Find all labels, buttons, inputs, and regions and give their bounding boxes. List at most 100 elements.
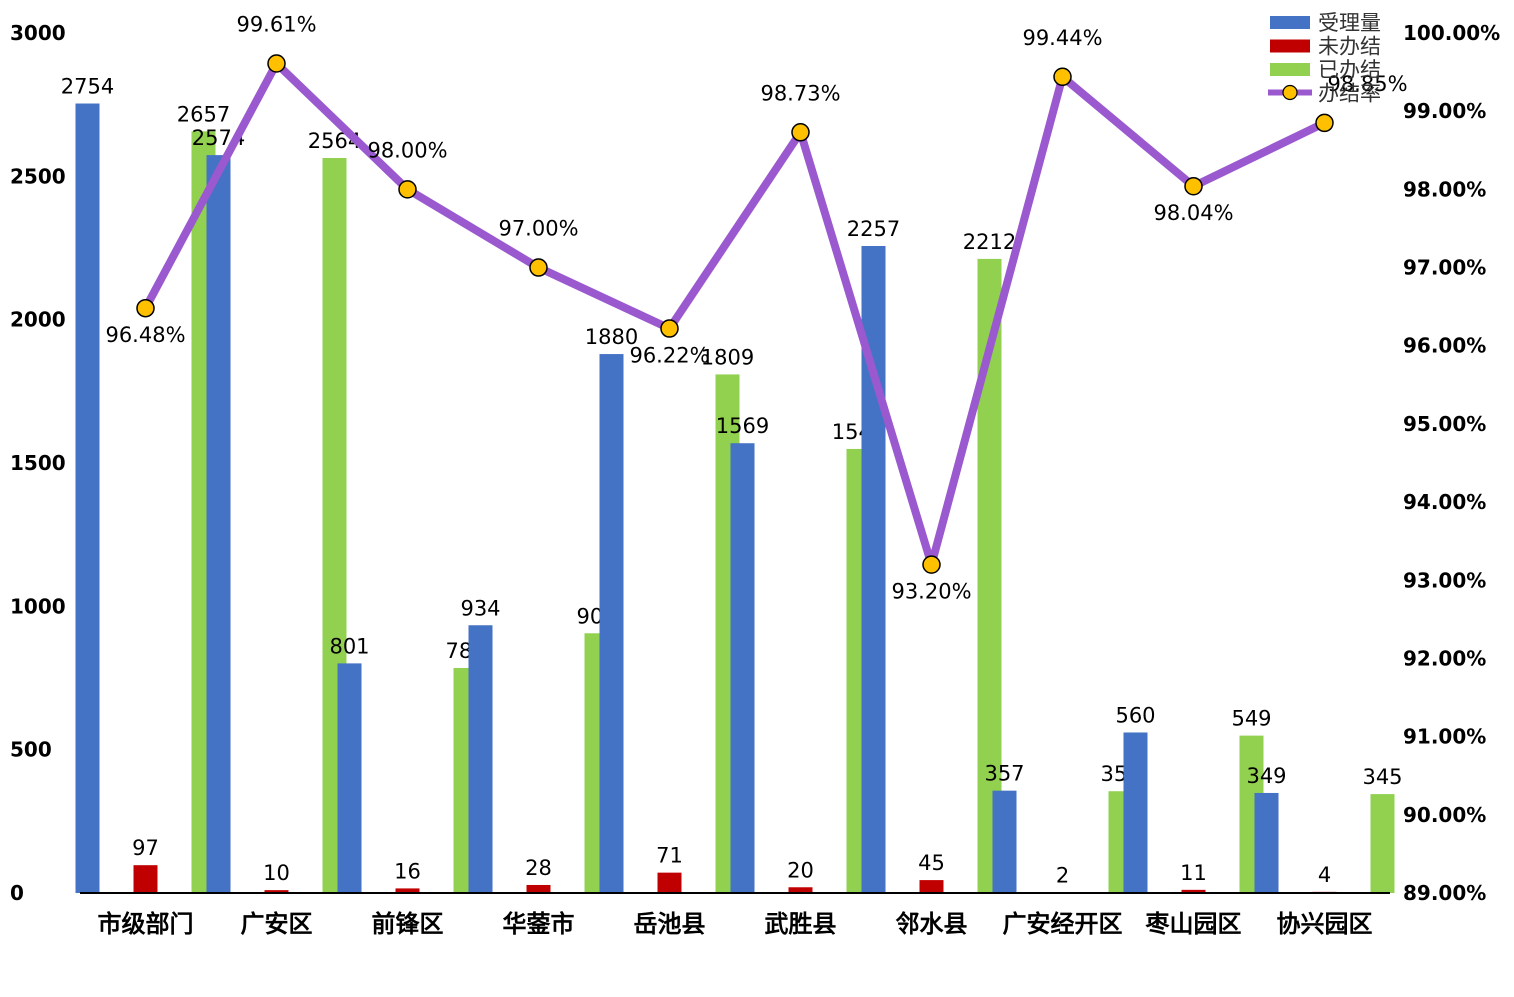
bar-data-label: 549 bbox=[1231, 707, 1271, 731]
bar-completed bbox=[1370, 794, 1395, 893]
left-tick-label: 2500 bbox=[10, 164, 66, 188]
bar-accepted bbox=[599, 354, 624, 894]
bar-data-label: 357 bbox=[984, 762, 1024, 786]
right-tick-label: 91.00% bbox=[1403, 725, 1486, 749]
rate-point bbox=[1315, 113, 1334, 133]
category-label: 武胜县 bbox=[765, 910, 837, 938]
left-tick-label: 500 bbox=[10, 738, 52, 762]
bar-data-label: 2657 bbox=[177, 102, 230, 126]
rate-data-label: 98.73% bbox=[760, 81, 840, 105]
bar-data-label: 2257 bbox=[847, 217, 900, 241]
bar-data-label: 2754 bbox=[61, 75, 114, 99]
category-label: 广安经开区 bbox=[1003, 910, 1123, 938]
legend-swatch bbox=[1270, 39, 1310, 53]
right-tick-label: 90.00% bbox=[1403, 803, 1486, 827]
bar-pending bbox=[919, 880, 944, 893]
bar-data-label: 560 bbox=[1115, 703, 1155, 727]
category-label: 岳池县 bbox=[634, 910, 706, 938]
bar-accepted bbox=[468, 625, 493, 893]
bar-data-label: 345 bbox=[1362, 765, 1402, 789]
bar-pending bbox=[657, 872, 682, 893]
right-y-axis: 89.00% 90.00% 91.00% 92.00% 93.00% 94.00% 95.0… bbox=[1403, 21, 1500, 905]
category-label: 广安区 bbox=[241, 910, 313, 938]
bar-pending bbox=[526, 884, 551, 893]
bar-data-label: 2 bbox=[1056, 863, 1069, 887]
rate-data-label: 99.61% bbox=[236, 12, 316, 36]
bar-data-label: 349 bbox=[1246, 764, 1286, 788]
left-tick-label: 1000 bbox=[10, 594, 66, 618]
bar-accepted bbox=[1123, 732, 1148, 893]
rate-point bbox=[136, 298, 155, 318]
left-tick-label: 2000 bbox=[10, 308, 66, 332]
left-tick-label: 0 bbox=[10, 881, 24, 905]
bar-pending bbox=[1181, 889, 1206, 893]
category-label: 枣山园区 bbox=[1145, 910, 1242, 938]
bar-pending bbox=[788, 887, 813, 893]
rate-point bbox=[1053, 67, 1072, 87]
bar-data-label: 4 bbox=[1318, 863, 1331, 887]
bar-accepted bbox=[730, 443, 755, 893]
right-tick-label: 89.00% bbox=[1403, 881, 1486, 905]
bar-data-label: 16 bbox=[394, 859, 421, 883]
rate-point bbox=[1184, 176, 1203, 196]
bar-data-label: 11 bbox=[1180, 861, 1207, 885]
legend-marker bbox=[1282, 84, 1298, 101]
bar-data-label: 1809 bbox=[701, 345, 754, 369]
left-tick-label: 3000 bbox=[10, 21, 66, 45]
right-tick-label: 95.00% bbox=[1403, 412, 1486, 436]
category-label: 市级部门 bbox=[98, 910, 194, 938]
right-tick-label: 96.00% bbox=[1403, 334, 1486, 358]
legend-label: 已办结 bbox=[1318, 58, 1381, 82]
rate-data-label: 96.48% bbox=[105, 323, 185, 347]
right-tick-label: 100.00% bbox=[1403, 21, 1500, 45]
legend-swatch bbox=[1270, 16, 1310, 29]
x-axis-categories: 市级部门 广安区 前锋区 华蓥市 岳池县 武胜县 邻水县 广安经开区 枣山园区 协兴园区 bbox=[98, 910, 1373, 938]
bar-accepted bbox=[1254, 792, 1279, 893]
legend-label: 受理量 bbox=[1318, 11, 1381, 35]
bar-data-label: 71 bbox=[656, 844, 683, 868]
bar-data-label: 97 bbox=[132, 836, 159, 860]
rate-line-series: 96.48% 99.61% 98.00% 97.00% 96.22% 98.73% 93.2… bbox=[105, 12, 1407, 603]
rate-data-label: 98.04% bbox=[1153, 201, 1233, 225]
rate-point bbox=[660, 319, 679, 338]
legend-label: 未办结 bbox=[1318, 35, 1381, 59]
bar-pending bbox=[395, 888, 420, 893]
right-tick-label: 98.00% bbox=[1403, 177, 1486, 201]
rate-point bbox=[529, 258, 548, 277]
bar-data-label: 10 bbox=[263, 861, 290, 885]
left-tick-label: 1500 bbox=[10, 451, 66, 475]
legend-label: 办结率 bbox=[1318, 82, 1381, 106]
rate-line bbox=[141, 59, 1327, 569]
bar-pending bbox=[264, 890, 289, 893]
rate-data-label: 99.44% bbox=[1022, 26, 1102, 50]
bar-data-label: 2212 bbox=[963, 230, 1016, 254]
rate-data-label: 98.85% bbox=[1327, 72, 1407, 96]
bar-accepted bbox=[206, 155, 231, 893]
bar-data-label: 1880 bbox=[585, 325, 638, 349]
rate-point bbox=[267, 54, 286, 73]
left-y-axis: 0 500 1000 1500 2000 2500 3000 bbox=[10, 21, 66, 905]
right-tick-label: 99.00% bbox=[1403, 99, 1486, 123]
right-tick-label: 93.00% bbox=[1403, 568, 1486, 592]
rate-data-label: 96.22% bbox=[629, 344, 709, 368]
legend-swatch bbox=[1270, 63, 1310, 76]
category-label: 华蓥市 bbox=[503, 910, 575, 938]
category-label: 前锋区 bbox=[372, 910, 444, 938]
bar-data-label: 934 bbox=[460, 596, 500, 620]
bar-accepted bbox=[992, 790, 1017, 893]
bar-data-label: 1569 bbox=[716, 414, 769, 438]
rate-point bbox=[398, 180, 417, 199]
bar-accepted bbox=[337, 663, 362, 893]
bar-data-label: 45 bbox=[918, 851, 945, 875]
bar-data-label: 20 bbox=[787, 858, 814, 882]
right-tick-label: 94.00% bbox=[1403, 490, 1486, 514]
rate-point bbox=[791, 123, 810, 142]
rate-point bbox=[922, 555, 941, 574]
category-label: 协兴园区 bbox=[1277, 910, 1373, 938]
bar-series: 2754972657257410256480116785934289061880… bbox=[61, 75, 1403, 894]
category-label: 邻水县 bbox=[896, 910, 968, 938]
bar-data-label: 28 bbox=[525, 856, 552, 880]
rate-data-label: 98.00% bbox=[367, 138, 447, 162]
bar-accepted bbox=[75, 103, 100, 893]
